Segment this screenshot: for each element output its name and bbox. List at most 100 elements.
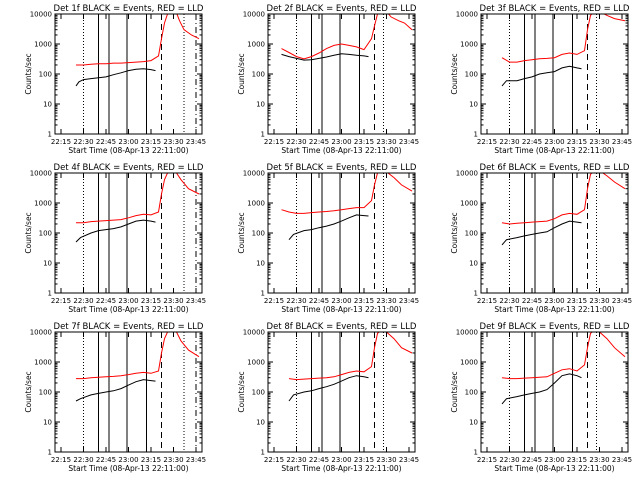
x-tick-label: 22:45 [522, 138, 542, 146]
x-tick-label: 23:45 [399, 297, 419, 305]
y-tick-label: 10000 [456, 329, 478, 337]
y-tick-label: 1000 [34, 41, 52, 49]
y-tick-label: 100 [465, 389, 478, 397]
y-tick-label: 1000 [247, 359, 265, 367]
x-axis-title: Start Time (08-Apr-13 22:11:00) [494, 146, 614, 155]
events-rate-line [288, 375, 369, 402]
x-tick-label: 22:30 [73, 297, 93, 305]
x-tick-label: 23:45 [186, 456, 206, 464]
y-tick-label: 1000 [34, 359, 52, 367]
x-tick-label: 23:45 [186, 138, 206, 146]
panel-frame [267, 172, 416, 294]
y-axis-title: Counts/sec [24, 371, 33, 412]
x-tick-label: 22:30 [73, 456, 93, 464]
y-tick-label: 10 [43, 101, 52, 109]
y-tick-label: 10 [256, 419, 265, 427]
x-tick-label: 23:45 [186, 297, 206, 305]
panel-frame [480, 172, 629, 294]
detector-panel: 1 10 100 1000 10000 22:15 22:30 22:45 23:00 23:15… [237, 4, 419, 155]
x-tick-label: 23:30 [163, 456, 183, 464]
lld-rate-line [501, 173, 626, 225]
x-tick-label: 23:15 [354, 297, 374, 305]
x-tick-label: 23:30 [376, 138, 396, 146]
y-tick-label: 1000 [460, 359, 478, 367]
x-tick-label: 23:00 [118, 138, 138, 146]
lld-rate-line [288, 332, 413, 381]
x-tick-label: 22:45 [522, 297, 542, 305]
y-tick-label: 10 [256, 260, 265, 268]
y-tick-label: 1000 [247, 41, 265, 49]
panel-title: Det 6f BLACK = Events, RED = LLD [480, 163, 630, 173]
y-tick-label: 1000 [34, 200, 52, 208]
y-tick-label: 10 [469, 260, 478, 268]
x-tick-label: 22:15 [477, 138, 497, 146]
panel-title: Det 8f BLACK = Events, RED = LLD [267, 322, 417, 332]
y-tick-label: 10000 [30, 329, 52, 337]
y-tick-label: 10000 [243, 329, 265, 337]
x-tick-label: 23:00 [544, 138, 564, 146]
x-tick-label: 23:00 [544, 456, 564, 464]
y-tick-label: 1000 [460, 200, 478, 208]
y-tick-label: 1 [474, 449, 478, 457]
y-tick-label: 10000 [243, 11, 265, 19]
panel-frame [54, 172, 203, 294]
detector-panel: 1 10 100 1000 10000 22:15 22:30 22:45 23:00 23:15… [450, 322, 632, 473]
events-rate-line [501, 65, 582, 87]
detector-panel: 1 10 100 1000 10000 22:15 22:30 22:45 23:00 23:15… [24, 322, 206, 473]
events-rate-line [501, 220, 582, 246]
x-tick-label: 22:15 [477, 297, 497, 305]
x-tick-label: 22:45 [309, 456, 329, 464]
x-tick-label: 23:00 [331, 138, 351, 146]
events-rate-line [75, 68, 156, 87]
lld-rate-line [281, 173, 413, 214]
lld-rate-line [76, 173, 200, 224]
y-tick-label: 10000 [456, 170, 478, 178]
x-tick-label: 23:00 [544, 297, 564, 305]
y-tick-label: 10000 [30, 170, 52, 178]
x-axis-title: Start Time (08-Apr-13 22:11:00) [494, 305, 614, 314]
y-axis-title: Counts/sec [450, 53, 459, 94]
detector-panel: 1 10 100 1000 10000 22:15 22:30 22:45 23:00 23:15… [24, 163, 206, 314]
panel-frame [54, 13, 203, 135]
x-tick-label: 22:45 [309, 297, 329, 305]
panel-frame [480, 331, 629, 453]
y-tick-label: 1 [261, 449, 265, 457]
x-tick-label: 22:15 [51, 138, 71, 146]
panel-title: Det 2f BLACK = Events, RED = LLD [267, 4, 417, 14]
panel-title: Det 1f BLACK = Events, RED = LLD [54, 4, 204, 14]
x-tick-label: 22:30 [499, 456, 519, 464]
x-tick-label: 23:15 [354, 456, 374, 464]
x-tick-label: 23:00 [118, 456, 138, 464]
x-tick-label: 22:30 [499, 138, 519, 146]
y-axis-title: Counts/sec [24, 212, 33, 253]
x-tick-label: 22:15 [264, 456, 284, 464]
y-tick-label: 1 [48, 449, 52, 457]
y-tick-label: 1000 [247, 200, 265, 208]
x-tick-label: 23:30 [589, 297, 609, 305]
x-tick-label: 23:15 [141, 456, 161, 464]
events-rate-line [75, 379, 156, 402]
x-tick-label: 23:45 [612, 456, 632, 464]
x-tick-label: 22:15 [264, 138, 284, 146]
y-axis-title: Counts/sec [450, 212, 459, 253]
x-tick-label: 22:15 [51, 456, 71, 464]
x-axis-title: Start Time (08-Apr-13 22:11:00) [494, 464, 614, 473]
y-tick-label: 1000 [460, 41, 478, 49]
y-tick-label: 10 [469, 101, 478, 109]
events-rate-line [75, 219, 156, 243]
x-axis-title: Start Time (08-Apr-13 22:11:00) [68, 146, 188, 155]
y-tick-label: 100 [465, 71, 478, 79]
y-tick-label: 100 [39, 71, 52, 79]
x-tick-label: 23:15 [567, 138, 587, 146]
x-tick-label: 23:00 [118, 297, 138, 305]
x-tick-label: 22:30 [286, 456, 306, 464]
x-axis-title: Start Time (08-Apr-13 22:11:00) [68, 464, 188, 473]
y-tick-label: 10 [256, 101, 265, 109]
x-axis-title: Start Time (08-Apr-13 22:11:00) [68, 305, 188, 314]
x-tick-label: 22:45 [96, 138, 116, 146]
x-axis-title: Start Time (08-Apr-13 22:11:00) [281, 305, 401, 314]
x-tick-label: 22:30 [499, 297, 519, 305]
y-tick-label: 100 [465, 230, 478, 238]
x-tick-label: 23:00 [331, 456, 351, 464]
x-tick-label: 22:45 [96, 297, 116, 305]
